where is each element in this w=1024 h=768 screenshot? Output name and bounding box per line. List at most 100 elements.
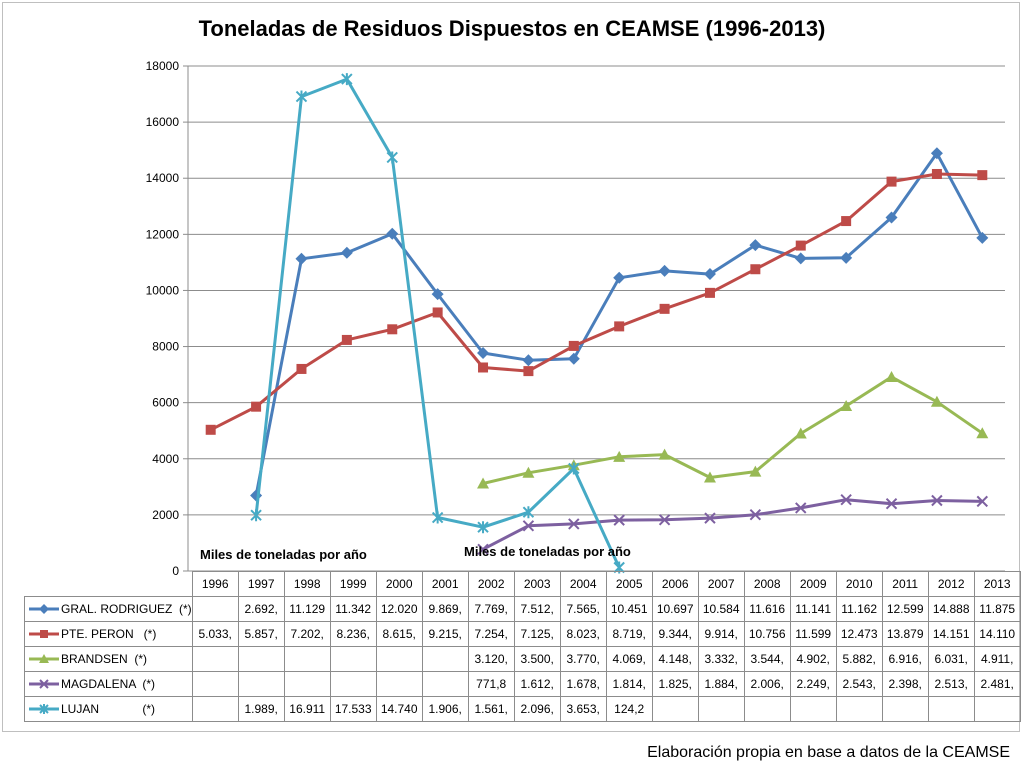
data-label-2-2001	[421, 646, 469, 672]
data-label-1-2001: 9.215,	[421, 621, 469, 647]
data-label-3-1996	[191, 671, 239, 697]
series-3-point-2006	[658, 514, 671, 526]
table-row-2: BRANDSEN (*) 3.120, 3.500, 3.770, 4.069, 4.14…	[24, 646, 1021, 672]
y-tick-label-6000: 6000	[152, 396, 179, 410]
data-label-2-2005: 4.069,	[605, 646, 653, 672]
series-1-point-1999	[341, 334, 352, 345]
legend-entry-4: LUJAN (*)	[24, 696, 193, 722]
data-label-2-2011: 6.916,	[881, 646, 929, 672]
data-label-4-2004: 3.653,	[559, 696, 607, 722]
y-tick-label-2000: 2000	[152, 508, 179, 522]
data-label-4-2008	[743, 696, 791, 722]
data-label-2-2003: 3.500,	[513, 646, 561, 672]
data-label-1-1999: 8.236,	[329, 621, 377, 647]
data-label-1-2012: 14.151	[927, 621, 975, 647]
series-1-point-2003	[523, 366, 534, 377]
data-label-0-1999: 11.342	[329, 596, 377, 622]
data-label-4-2007	[697, 696, 745, 722]
data-label-4-2011	[881, 696, 929, 722]
data-label-3-1997	[237, 671, 285, 697]
x-tick-label-2001: 2001	[421, 571, 469, 597]
series-0-point-2006	[658, 264, 671, 277]
data-label-0-2010: 11.162	[835, 596, 883, 622]
series-2-point-2009	[794, 427, 807, 439]
data-label-4-2006	[651, 696, 699, 722]
series-3-point-2008	[749, 509, 762, 521]
series-0-point-2013	[976, 231, 989, 244]
data-label-2-2006: 4.148,	[651, 646, 699, 672]
data-label-2-1999	[329, 646, 377, 672]
data-label-0-2013: 11.875	[973, 596, 1021, 622]
data-label-3-2001	[421, 671, 469, 697]
series-1-point-2004	[568, 340, 579, 351]
data-label-3-2013: 2.481,	[973, 671, 1021, 697]
x-tick-label-2012: 2012	[927, 571, 975, 597]
data-label-3-2000	[375, 671, 423, 697]
series-0-point-2011	[885, 211, 898, 224]
series-0-point-1998	[295, 252, 308, 265]
data-label-2-2010: 5.882,	[835, 646, 883, 672]
x-tick-label-2007: 2007	[697, 571, 745, 597]
table-row-3: MAGDALENA (*) 771,8 1.612, 1.678, 1.814, 1.82…	[24, 671, 1021, 697]
table-corner	[25, 572, 193, 597]
data-label-0-2011: 12.599	[881, 596, 929, 622]
series-0-point-2002	[477, 347, 490, 360]
series-3-point-2012	[931, 494, 943, 507]
series-0-point-2003	[522, 354, 535, 367]
series-3-point-2010	[840, 493, 852, 506]
series-3-point-2002	[477, 543, 489, 556]
annotation-left: Miles de toneladas por año	[200, 547, 367, 562]
data-label-0-2000: 12.020	[375, 596, 423, 622]
data-label-0-2002: 7.769,	[467, 596, 515, 622]
data-label-2-2004: 3.770,	[559, 646, 607, 672]
series-0-point-1997	[250, 489, 263, 502]
data-label-1-2000: 8.615,	[375, 621, 423, 647]
data-label-0-2012: 14.888	[927, 596, 975, 622]
legend-label-0: GRAL. RODRIGUEZ (*)	[61, 601, 192, 616]
series-1-point-1998	[296, 363, 307, 374]
series-2-point-2007	[703, 471, 716, 483]
series-0-point-2004	[567, 352, 580, 365]
data-label-1-2013: 14.110	[973, 621, 1021, 647]
data-label-0-2003: 7.512,	[513, 596, 561, 622]
legend-label-3: MAGDALENA (*)	[61, 676, 156, 691]
chart-frame	[2, 2, 1020, 732]
series-2-point-2008	[749, 465, 762, 477]
data-label-4-1996	[191, 696, 239, 722]
series-4-point-2000	[386, 151, 398, 164]
data-label-3-2007: 1.884,	[697, 671, 745, 697]
x-tick-label-1996: 1996	[191, 571, 239, 597]
data-label-4-2009	[789, 696, 837, 722]
data-label-4-2000: 14.740	[375, 696, 423, 722]
data-label-4-2002: 1.561,	[467, 696, 515, 722]
x-tick-label-2013: 2013	[973, 571, 1021, 597]
series-3-point-2004	[568, 518, 580, 530]
data-label-2-2008: 3.544,	[743, 646, 791, 672]
series-1-point-1997	[251, 401, 262, 412]
series-3-point-2005	[613, 514, 625, 526]
data-label-4-2010	[835, 696, 883, 722]
data-label-3-2009: 2.249,	[789, 671, 837, 697]
data-label-3-2003: 1.612,	[513, 671, 561, 697]
x-tick-label-1998: 1998	[283, 571, 331, 597]
x-tick-label-1999: 1999	[329, 571, 377, 597]
data-label-3-2008: 2.006,	[743, 671, 791, 697]
series-0-point-2000	[386, 227, 399, 240]
series-3-point-2009	[795, 502, 807, 514]
series-2-point-2006	[658, 448, 671, 460]
y-tick-label-4000: 4000	[152, 452, 179, 466]
data-label-2-2009: 4.902,	[789, 646, 837, 672]
series-0-point-2009	[794, 252, 807, 265]
data-label-1-1997: 5.857,	[237, 621, 285, 647]
legend-entry-3: MAGDALENA (*)	[24, 671, 193, 697]
data-label-0-2009: 11.141	[789, 596, 837, 622]
data-label-0-2006: 10.697	[651, 596, 699, 622]
x-tick-label-2005: 2005	[605, 571, 653, 597]
data-label-3-2002: 771,8	[467, 671, 515, 697]
series-0-point-2007	[703, 268, 716, 281]
series-2-point-2012	[930, 395, 943, 407]
data-label-4-1997: 1.989,	[237, 696, 285, 722]
data-label-3-2011: 2.398,	[881, 671, 929, 697]
series-1-point-2011	[886, 176, 897, 187]
series-4-point-2002	[477, 521, 489, 534]
